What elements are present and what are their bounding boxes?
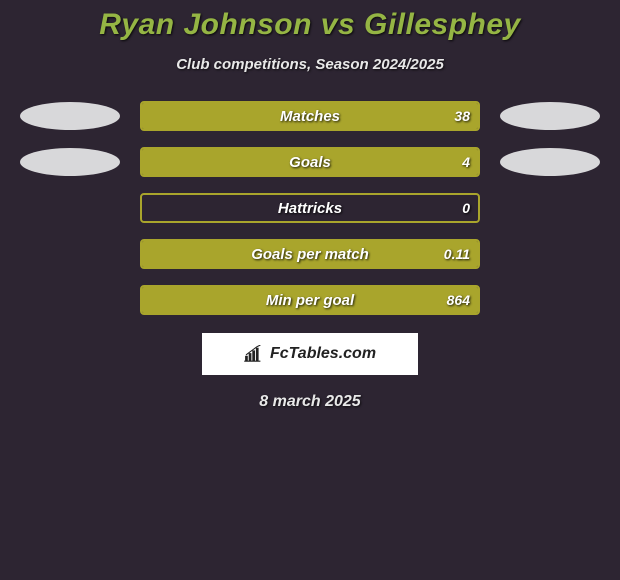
stat-value: 864 — [447, 285, 470, 315]
stat-row: Hattricks0 — [0, 193, 620, 223]
stat-bar: Goals4 — [140, 147, 480, 177]
stat-row: Min per goal864 — [0, 285, 620, 315]
stat-value: 0 — [462, 193, 470, 223]
stat-bar: Min per goal864 — [140, 285, 480, 315]
stat-label: Hattricks — [140, 193, 480, 223]
comparison-card: Ryan Johnson vs Gillesphey Club competit… — [0, 0, 620, 411]
stats-list: Matches38 Goals4 Hattricks0 Goals per match… — [0, 101, 620, 315]
stat-label: Goals per match — [140, 239, 480, 269]
stat-label: Matches — [140, 101, 480, 131]
stat-row: Goals4 — [0, 147, 620, 177]
branding-box[interactable]: FcTables.com — [202, 333, 418, 375]
right-marker — [500, 102, 600, 130]
left-marker — [20, 148, 120, 176]
date-label: 8 march 2025 — [0, 393, 620, 411]
stat-row: Matches38 — [0, 101, 620, 131]
stat-row: Goals per match0.11 — [0, 239, 620, 269]
stat-value: 4 — [462, 147, 470, 177]
stat-label: Min per goal — [140, 285, 480, 315]
left-marker — [20, 102, 120, 130]
branding-text: FcTables.com — [270, 345, 376, 363]
page-title: Ryan Johnson vs Gillesphey — [0, 8, 620, 42]
stat-value: 38 — [454, 101, 470, 131]
stat-value: 0.11 — [444, 239, 470, 269]
subtitle: Club competitions, Season 2024/2025 — [0, 56, 620, 73]
right-marker — [500, 148, 600, 176]
stat-bar: Matches38 — [140, 101, 480, 131]
bar-chart-icon — [244, 345, 266, 363]
stat-label: Goals — [140, 147, 480, 177]
stat-bar: Hattricks0 — [140, 193, 480, 223]
stat-bar: Goals per match0.11 — [140, 239, 480, 269]
